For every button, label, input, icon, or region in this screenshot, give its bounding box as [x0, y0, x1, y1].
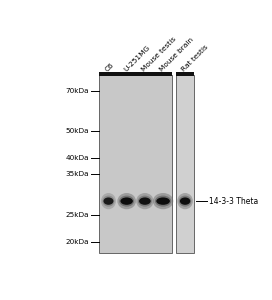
Text: 70kDa: 70kDa: [65, 88, 89, 94]
Text: 20kDa: 20kDa: [65, 239, 89, 245]
Bar: [176, 75, 194, 253]
Bar: [99, 75, 172, 253]
Ellipse shape: [101, 193, 116, 209]
Text: C6: C6: [104, 62, 115, 73]
Text: Rat testis: Rat testis: [181, 44, 210, 73]
Ellipse shape: [120, 197, 133, 205]
Ellipse shape: [138, 196, 152, 207]
Ellipse shape: [139, 197, 151, 205]
Ellipse shape: [177, 193, 193, 209]
Text: Mouse testis: Mouse testis: [141, 36, 177, 73]
Ellipse shape: [179, 196, 191, 207]
Text: U-251MG: U-251MG: [122, 45, 151, 73]
Ellipse shape: [103, 197, 113, 205]
Bar: [176, 72, 194, 76]
Bar: [99, 72, 172, 76]
Ellipse shape: [155, 196, 171, 207]
Text: 35kDa: 35kDa: [65, 171, 89, 177]
Text: 25kDa: 25kDa: [65, 212, 89, 218]
Ellipse shape: [117, 193, 136, 209]
Ellipse shape: [136, 193, 154, 209]
Text: 14-3-3 Theta: 14-3-3 Theta: [209, 196, 258, 206]
Text: 50kDa: 50kDa: [65, 128, 89, 134]
Ellipse shape: [156, 197, 170, 205]
Ellipse shape: [153, 193, 173, 209]
Ellipse shape: [103, 196, 115, 207]
Ellipse shape: [180, 197, 190, 205]
Text: 40kDa: 40kDa: [65, 155, 89, 161]
Text: Mouse brain: Mouse brain: [159, 37, 195, 73]
Ellipse shape: [119, 196, 134, 207]
